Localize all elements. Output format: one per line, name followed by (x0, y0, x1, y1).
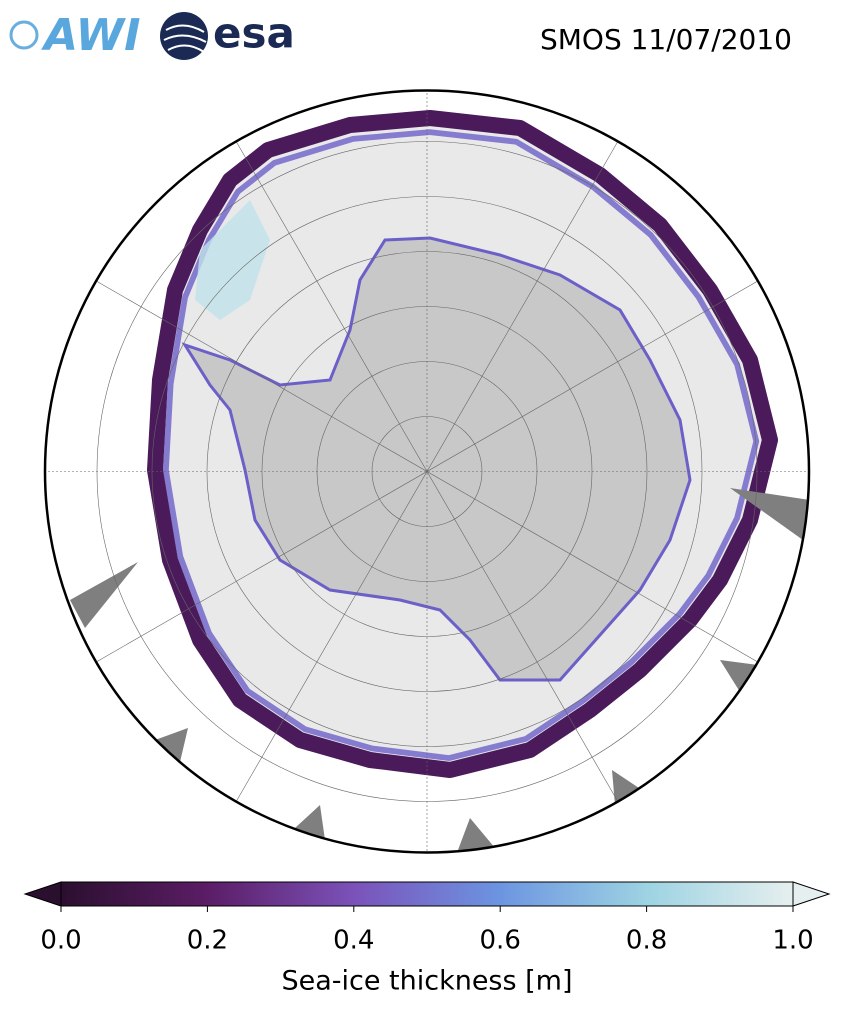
colorbar-label: Sea-ice thickness [m] (281, 966, 572, 997)
colorbar-extend-high (792, 881, 831, 907)
map (45, 90, 809, 853)
awi-logo: AWI (9, 10, 141, 61)
title: SMOS 11/07/2010 (540, 23, 792, 56)
colorbar-tick-label: 0.8 (626, 926, 667, 956)
colorbar-tick-label: 0.0 (40, 926, 81, 956)
colorbar-tick-label: 0.2 (187, 926, 228, 956)
colorbar-extend-low (23, 881, 62, 907)
colorbar (60, 881, 794, 907)
esa-text: esa (213, 9, 295, 58)
colorbar-tick-label: 0.6 (480, 926, 521, 956)
esa-logo: esa (160, 9, 295, 60)
colorbar-tick-label: 1.0 (772, 926, 813, 956)
awi-text: AWI (41, 10, 141, 61)
map-frame (43, 89, 811, 854)
colorbar-tick-label: 0.4 (333, 926, 374, 956)
